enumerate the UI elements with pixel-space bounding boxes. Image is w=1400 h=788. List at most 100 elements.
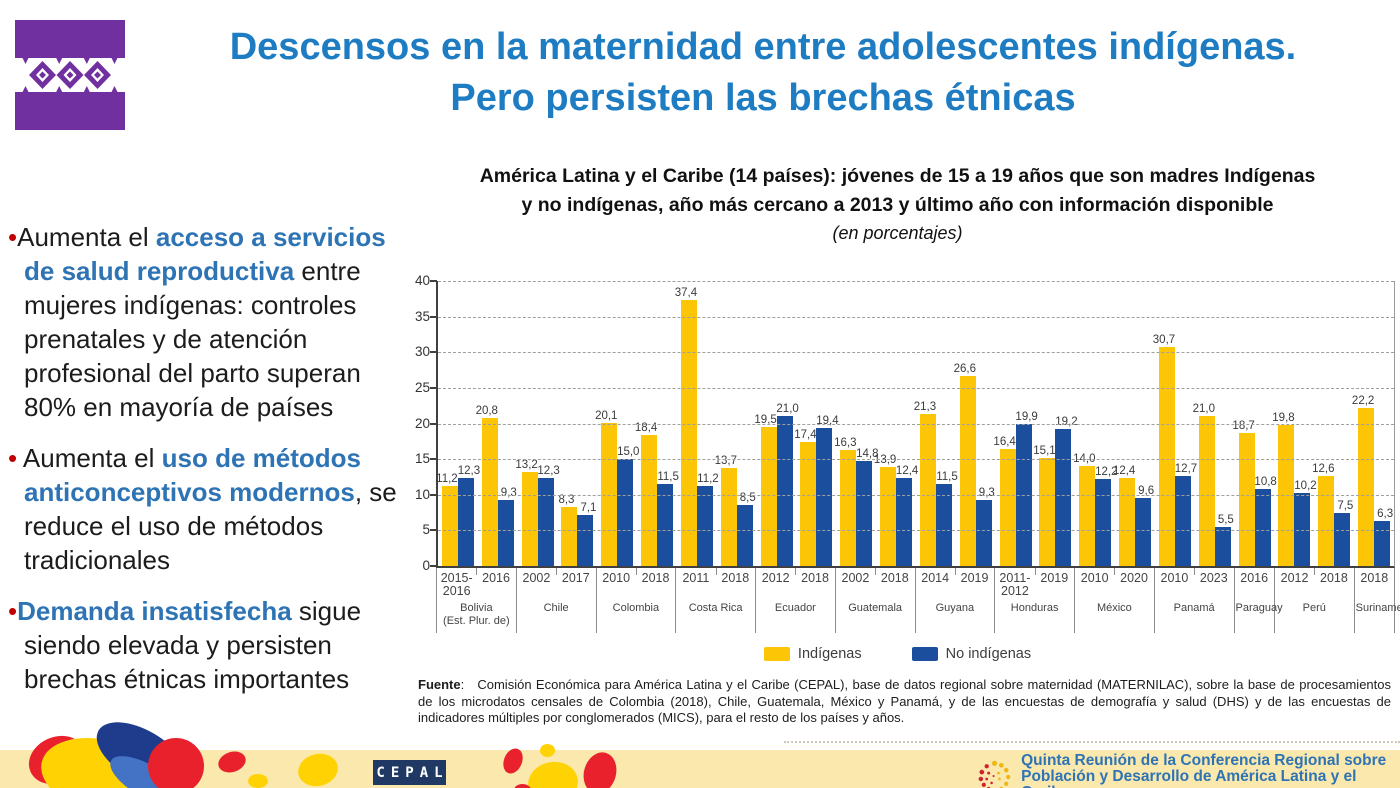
- chart: América Latina y el Caribe (14 países): …: [398, 162, 1400, 727]
- bar-value-label: 18,7: [1232, 419, 1255, 432]
- bullet-list: •Aumenta el acceso a servicios de salud …: [8, 220, 408, 713]
- year-label: 2012: [1280, 571, 1309, 585]
- bar-group: 22,2 6,3: [1352, 281, 1394, 566]
- year-label-row: 2010 2023: [1155, 568, 1234, 599]
- y-tick-5: [430, 529, 437, 532]
- bar-no-indigenas: 5,5: [1214, 514, 1234, 566]
- axis-group: 2015-2016 2016 Bolivia (Est. Plur. de): [436, 568, 517, 633]
- bar-pair: 22,2 6,3: [1352, 395, 1393, 566]
- year-column: 37,4 11,2: [675, 281, 719, 566]
- bar-indigenas: 21,0: [1193, 403, 1215, 566]
- country-label-line: Panamá: [1173, 602, 1215, 614]
- bar-value-label: 9,3: [978, 486, 995, 499]
- bar-pair: 21,0 5,5: [1193, 403, 1234, 566]
- indigenous-pattern-logo: [15, 20, 125, 130]
- year-label: 2018: [1360, 571, 1389, 585]
- bar-indigenas: 16,4: [993, 436, 1016, 566]
- footer: CEPAL Quinta Reunión de la Conferencia R…: [0, 708, 1400, 788]
- y-tick-35: [430, 315, 437, 318]
- conference-line1: Quinta Reunión de la Conferencia Regiona…: [1021, 752, 1387, 769]
- bar-no-indigenas: 10,8: [1254, 476, 1277, 566]
- bar-pair: 20,1 15,0: [595, 410, 639, 566]
- conference-title: Quinta Reunión de la Conferencia Regiona…: [1021, 753, 1400, 788]
- country-label-line: Perú: [1302, 602, 1326, 614]
- country-label: Chile: [517, 599, 596, 633]
- bar-pair: 13,7 8,5: [715, 455, 756, 566]
- bar-pair: 12,6 7,5: [1312, 463, 1353, 566]
- axis-group: 2002 2017 Chile: [517, 568, 597, 633]
- bar-no-indigenas: 7,5: [1334, 500, 1353, 566]
- country-label-line: Guatemala: [848, 602, 903, 614]
- country-label-line: Suriname: [1355, 602, 1400, 614]
- bar-value-label: 21,0: [776, 403, 799, 416]
- bar-value-label: 11,5: [936, 471, 958, 484]
- country-label: Bolivia (Est. Plur. de): [437, 599, 516, 633]
- bar-no-indigenas: 11,5: [657, 471, 679, 566]
- country-label: Guyana: [916, 599, 995, 633]
- bullet-item-1: •Aumenta el acceso a servicios de salud …: [8, 220, 408, 424]
- bar-pair: 18,4 11,5: [635, 422, 679, 566]
- source-text: : Comisión Económica para América Latina…: [418, 677, 1391, 725]
- bullet-item-3: •Demanda insatisfecha sigue siendo eleva…: [8, 594, 408, 696]
- legend-label-no-indigenas: No indígenas: [945, 646, 1032, 662]
- year-column: 13,7 8,5: [715, 281, 757, 566]
- bar-value-label: 12,4: [895, 464, 919, 477]
- year-label-row: 2002 2017: [517, 568, 596, 599]
- country-label-line: Colombia: [612, 602, 660, 614]
- gridline-15: [438, 459, 1394, 461]
- y-tick-40: [430, 280, 437, 282]
- country-label-line: Bolivia: [460, 602, 493, 614]
- y-axis-label-20: 20: [414, 415, 430, 431]
- y-tick-0: [430, 565, 437, 567]
- legend-swatch-indigenas: [763, 647, 790, 661]
- bar-indigenas: 13,9: [874, 454, 896, 566]
- bar-value-label: 12,2: [1095, 466, 1118, 479]
- year-label-row: 2018: [1355, 568, 1394, 599]
- year-column: 18,7 10,8: [1232, 281, 1277, 566]
- bar-indigenas: 20,1: [595, 410, 617, 566]
- y-axis-label-25: 25: [414, 379, 430, 395]
- bar-no-indigenas: 11,5: [935, 471, 958, 566]
- axis-group: 2010 2018 Colombia: [597, 568, 677, 633]
- chart-legend: Indígenas No indígenas: [398, 646, 1397, 662]
- axis-group: 2014 2019 Guyana: [916, 568, 996, 633]
- bar-pair: 19,5 21,0: [754, 403, 799, 566]
- bar-no-indigenas: 12,4: [896, 465, 918, 566]
- country-label: Suriname: [1355, 599, 1400, 633]
- country-label: Colombia: [597, 599, 676, 633]
- country-label-line: Guyana: [935, 602, 975, 614]
- year-label-row: 2011-2012 2019: [995, 568, 1074, 599]
- year-label: 2020: [1114, 568, 1153, 599]
- bar-value-label: 7,1: [580, 502, 597, 515]
- bar-value-label: 19,9: [1015, 411, 1038, 424]
- bar-no-indigenas: 12,3: [458, 465, 480, 566]
- bar-value-label: 20,1: [595, 409, 618, 422]
- country-label: Costa Rica: [676, 599, 755, 633]
- year-label-row: 2012 2018: [1275, 568, 1354, 599]
- y-axis-label-30: 30: [414, 344, 430, 360]
- plot-outer: 11,2 12,3 20,8 9,3 13,2 12,3 8,3 7,1 20,1 15,0 18,…: [415, 274, 1400, 633]
- year-label: 2010: [1160, 571, 1189, 585]
- bar-group: 14,0 12,2 12,4 9,6: [1073, 281, 1155, 566]
- axis-group: 2018 Suriname: [1355, 568, 1400, 633]
- year-label-row: 2002 2018: [836, 568, 915, 599]
- year-label: 2010: [1080, 571, 1109, 585]
- year-label: 2019: [954, 568, 994, 599]
- bar-indigenas: 16,3: [834, 437, 856, 566]
- chart-title-line1: América Latina y el Caribe (14 países): …: [479, 165, 1316, 187]
- y-tick-15: [430, 458, 437, 461]
- bar-no-indigenas: 19,4: [816, 415, 839, 566]
- gridline-30: [438, 352, 1394, 354]
- year-label: 2002: [841, 571, 870, 585]
- bar-value-label: 7,5: [1337, 499, 1354, 512]
- bullet-marker: •: [8, 596, 18, 626]
- bar-value-label: 15,1: [1033, 445, 1056, 458]
- country-label: Perú: [1275, 599, 1354, 633]
- country-label: Guatemala: [836, 599, 915, 633]
- country-label: Honduras: [995, 599, 1074, 633]
- bar-indigenas: 12,6: [1312, 463, 1335, 566]
- bar-indigenas: 18,4: [635, 422, 657, 566]
- bar-pair: 17,4 19,4: [794, 415, 839, 566]
- country-label: México: [1075, 599, 1154, 633]
